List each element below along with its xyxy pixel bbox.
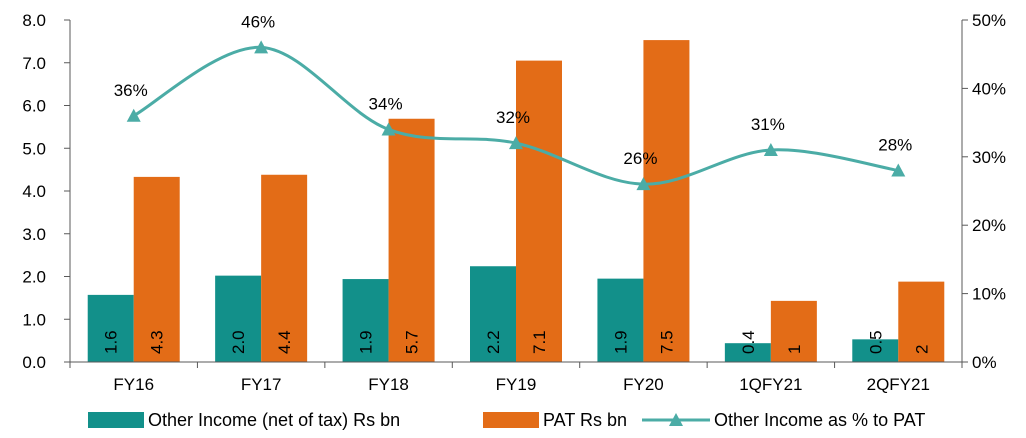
- legend: Other Income (net of tax) Rs bn PAT Rs bn…: [88, 410, 925, 430]
- left-y-tick-label: 0.0: [22, 353, 46, 372]
- percentage-label: 28%: [878, 135, 912, 154]
- percentage-label: 31%: [751, 115, 785, 134]
- bar-value-label: 7.1: [530, 330, 549, 354]
- bar-value-label: 1.9: [357, 330, 376, 354]
- legend-label: Other Income (net of tax) Rs bn: [148, 410, 400, 430]
- bar-pat-fy20: [643, 40, 689, 362]
- right-y-tick-label: 50%: [972, 11, 1006, 30]
- left-y-tick-label: 8.0: [22, 11, 46, 30]
- x-tick-label: 1QFY21: [739, 375, 802, 394]
- bar-value-label: 5.7: [403, 330, 422, 354]
- legend-swatch: [88, 412, 144, 428]
- x-tick-label: FY20: [623, 375, 664, 394]
- left-y-tick-label: 5.0: [22, 139, 46, 158]
- bar-value-label: 2.2: [484, 330, 503, 354]
- x-tick-label: FY17: [241, 375, 282, 394]
- bar-pat-fy19: [516, 61, 562, 362]
- bar-value-label: 4.4: [275, 330, 294, 354]
- bar-value-label: 0.5: [866, 330, 885, 354]
- x-tick-label: FY19: [496, 375, 537, 394]
- bar-value-label: 0.4: [739, 330, 758, 354]
- legend-swatch: [483, 412, 539, 428]
- percentage-label: 34%: [369, 94, 403, 113]
- percentage-label: 36%: [114, 81, 148, 100]
- right-y-tick-label: 0%: [972, 353, 997, 372]
- x-tick-label: FY18: [368, 375, 409, 394]
- bar-value-label: 1.9: [611, 330, 630, 354]
- right-y-tick-label: 30%: [972, 148, 1006, 167]
- bar-value-label: 2.0: [229, 330, 248, 354]
- x-tick-label: FY16: [113, 375, 154, 394]
- percentage-label: 26%: [623, 149, 657, 168]
- bar-value-label: 4.3: [148, 330, 167, 354]
- percentage-label: 46%: [241, 12, 275, 31]
- bars-layer: [88, 40, 945, 362]
- right-y-tick-label: 10%: [972, 285, 1006, 304]
- bar-pat-fy18: [389, 119, 435, 362]
- legend-label: PAT Rs bn: [543, 410, 627, 430]
- left-y-tick-label: 7.0: [22, 54, 46, 73]
- left-y-tick-label: 1.0: [22, 310, 46, 329]
- legend-item-1: Other Income (net of tax) Rs bn: [88, 410, 400, 430]
- percentage-marker-fy16: [127, 109, 141, 122]
- legend-item-3: Other Income as % to PAT: [642, 410, 925, 430]
- left-y-tick-label: 3.0: [22, 225, 46, 244]
- bar-value-label: 1.6: [102, 330, 121, 354]
- legend-item-2: PAT Rs bn: [483, 410, 627, 430]
- legend-label: Other Income as % to PAT: [714, 410, 925, 430]
- left-y-tick-label: 2.0: [22, 268, 46, 287]
- percentage-label: 32%: [496, 108, 530, 127]
- bar-value-label: 1: [785, 345, 804, 354]
- left-y-tick-label: 6.0: [22, 97, 46, 116]
- bar-value-label: 7.5: [657, 330, 676, 354]
- bar-value-label: 2: [912, 345, 931, 354]
- right-y-tick-label: 20%: [972, 216, 1006, 235]
- left-y-tick-label: 4.0: [22, 182, 46, 201]
- x-tick-label: 2QFY21: [867, 375, 930, 394]
- right-y-tick-label: 40%: [972, 79, 1006, 98]
